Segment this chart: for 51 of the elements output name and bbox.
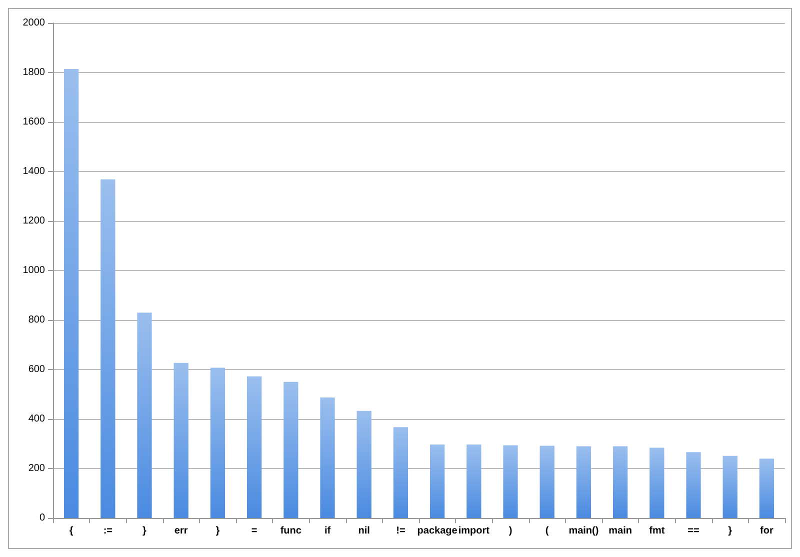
x-tick-label: import bbox=[458, 526, 490, 536]
y-tick-label: 1800 bbox=[22, 67, 46, 78]
bar bbox=[210, 368, 226, 518]
y-tick-label: 800 bbox=[28, 314, 46, 326]
bar bbox=[759, 458, 774, 518]
x-tick-label: err bbox=[174, 526, 188, 536]
x-tick-label: package bbox=[417, 526, 458, 536]
y-tick-label: 400 bbox=[28, 414, 46, 424]
x-tick-label: != bbox=[396, 526, 406, 536]
x-tick-label: for bbox=[760, 526, 774, 536]
bar bbox=[540, 446, 554, 518]
bar bbox=[174, 362, 188, 518]
x-tick-label: } bbox=[728, 526, 732, 536]
y-tick-label: 1200 bbox=[22, 216, 46, 226]
bar bbox=[246, 376, 262, 518]
bar bbox=[576, 446, 592, 518]
x-tick-label: = bbox=[251, 526, 258, 536]
bar bbox=[612, 446, 628, 518]
bar bbox=[284, 382, 298, 518]
bar bbox=[64, 69, 79, 518]
bar bbox=[137, 312, 152, 518]
bar bbox=[430, 444, 445, 518]
bar bbox=[356, 410, 372, 518]
x-tick-label: == bbox=[688, 526, 700, 536]
bar bbox=[503, 445, 518, 518]
y-tick-label: 200 bbox=[28, 463, 46, 474]
x-tick-label: fmt bbox=[649, 526, 666, 536]
bar bbox=[686, 452, 701, 518]
x-tick-label: := bbox=[103, 526, 113, 536]
y-tick-label: 1000 bbox=[22, 265, 46, 276]
x-tick-label: { bbox=[69, 526, 74, 536]
x-tick-label: } bbox=[216, 526, 220, 536]
y-tick-label: 0 bbox=[39, 512, 46, 524]
x-tick-label: } bbox=[142, 526, 147, 536]
y-tick-label: 1600 bbox=[22, 116, 46, 128]
x-tick-label: ( bbox=[545, 526, 550, 536]
bar bbox=[722, 456, 738, 518]
x-tick-label: if bbox=[324, 526, 332, 536]
x-tick-label: nil bbox=[358, 526, 370, 536]
x-tick-label: main() bbox=[568, 526, 599, 536]
y-tick-label: 1400 bbox=[22, 166, 46, 177]
bar bbox=[320, 397, 335, 518]
bar bbox=[100, 179, 116, 518]
y-tick-label: 600 bbox=[28, 364, 46, 375]
x-tick-label: ) bbox=[508, 526, 512, 536]
x-tick-label: func bbox=[280, 526, 302, 536]
x-tick-label: main bbox=[608, 526, 632, 536]
bar bbox=[650, 448, 664, 518]
bar bbox=[393, 427, 408, 518]
y-tick-label: 2000 bbox=[22, 18, 46, 28]
bar bbox=[466, 444, 482, 518]
